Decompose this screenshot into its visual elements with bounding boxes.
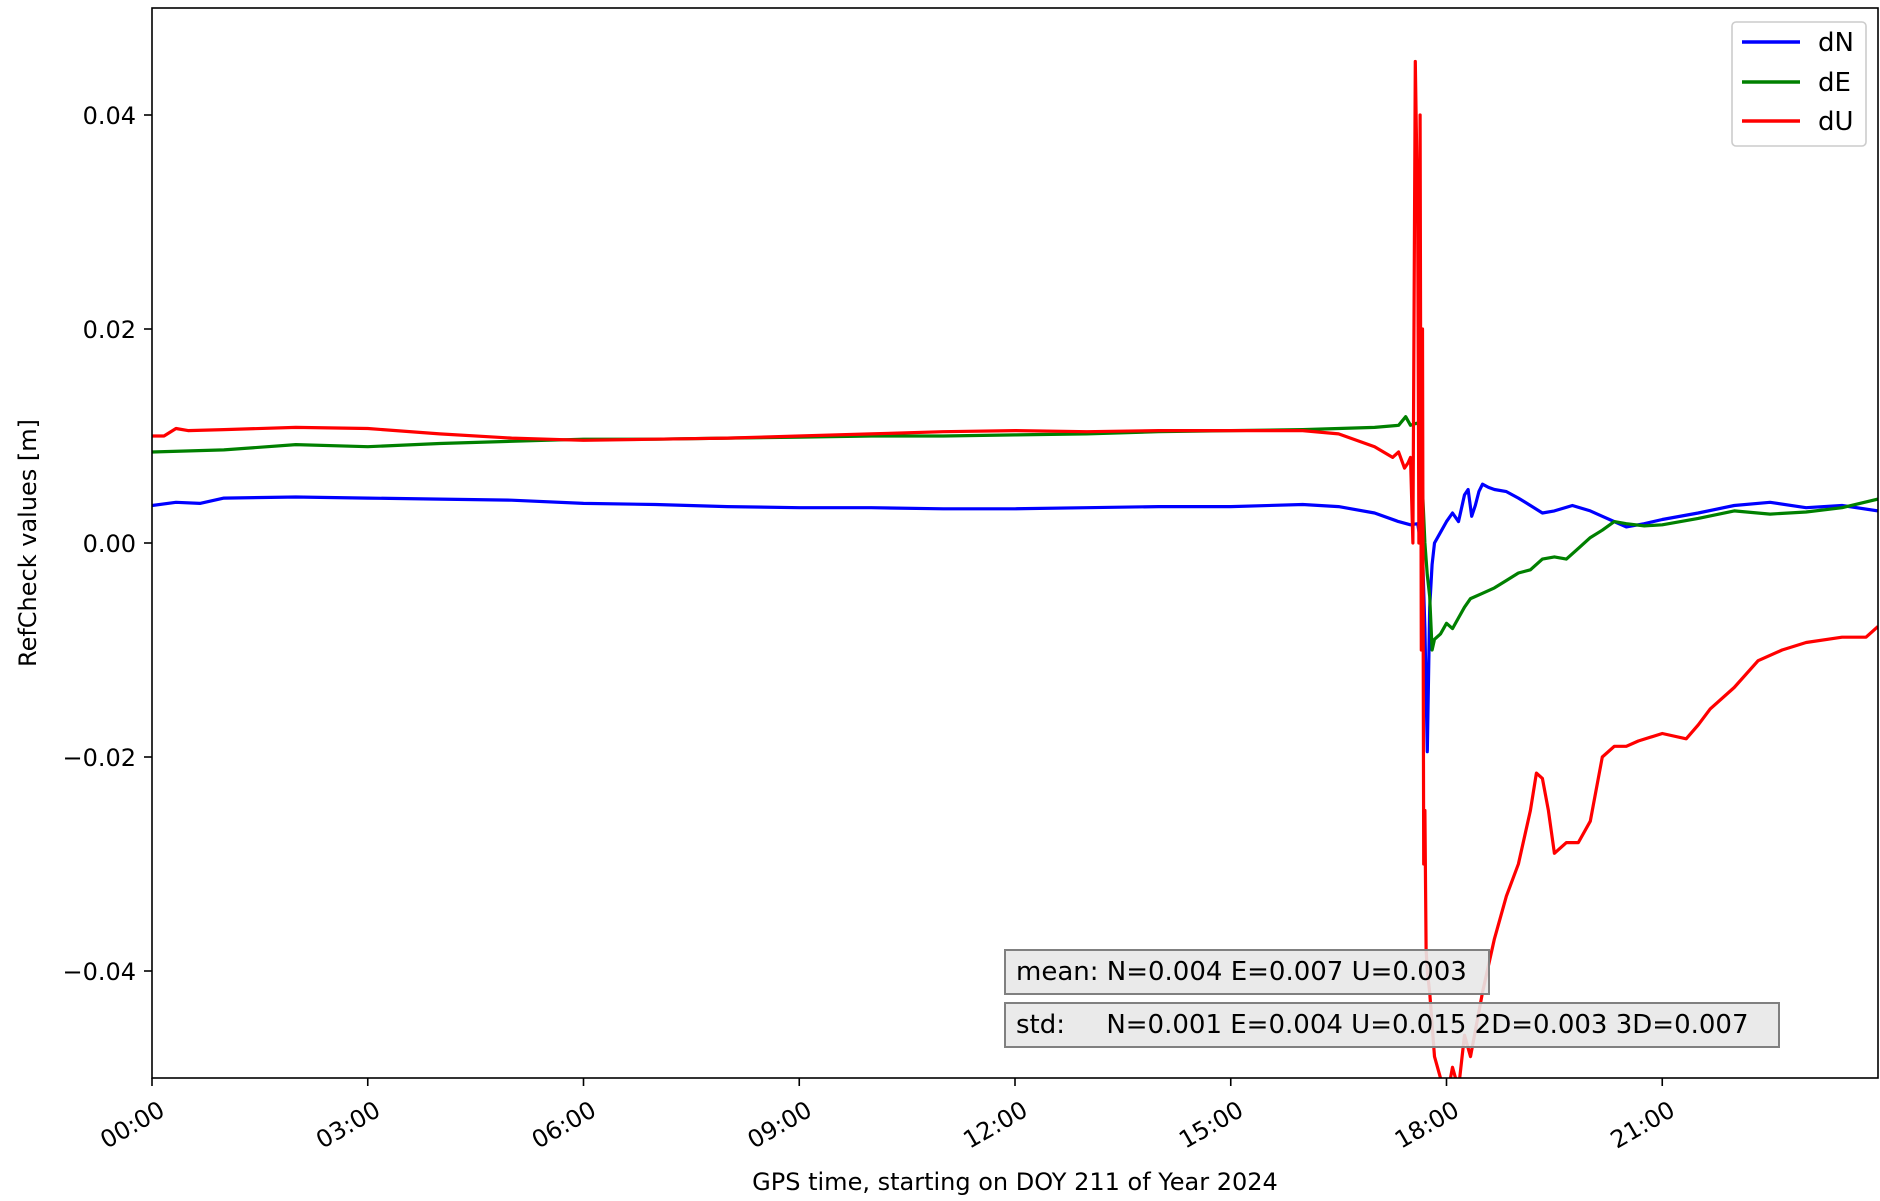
y-axis-label: RefCheck values [m] xyxy=(14,419,42,667)
y-tick-label: −0.02 xyxy=(62,744,136,772)
mean-stats-text: mean: N=0.004 E=0.007 U=0.003 xyxy=(1016,957,1467,987)
series-layer xyxy=(152,59,1878,1078)
x-tick-label: 09:00 xyxy=(743,1095,817,1154)
legend-box xyxy=(1731,21,1867,147)
legend-label-dn: dN xyxy=(1818,28,1854,58)
x-axis: 00:00 03:00 06:00 09:00 12:00 15:00 18:00 21:00 xyxy=(95,1078,1680,1154)
std-stats-box xyxy=(1004,1002,1780,1048)
plot-frame xyxy=(151,7,1879,1079)
y-axis: −0.04 −0.02 0.00 0.02 0.04 xyxy=(62,102,152,986)
series-line-dn xyxy=(152,482,1878,754)
series-line-du xyxy=(152,59,1878,1078)
std-stats-text: std: N=0.001 E=0.004 U=0.015 2D=0.003 3D… xyxy=(1016,1010,1749,1040)
x-tick-label: 12:00 xyxy=(958,1095,1032,1154)
y-tick-label: 0.00 xyxy=(83,530,136,558)
x-tick-label: 00:00 xyxy=(95,1095,169,1154)
y-tick-label: 0.04 xyxy=(83,102,136,130)
x-axis-label: GPS time, starting on DOY 211 of Year 20… xyxy=(752,1168,1278,1196)
legend-label-du: dU xyxy=(1818,107,1854,137)
series-line-de xyxy=(152,415,1878,652)
legend-label-de: dE xyxy=(1818,68,1851,98)
x-tick-label: 18:00 xyxy=(1390,1095,1464,1154)
x-tick-label: 15:00 xyxy=(1174,1095,1248,1154)
stats-annotations: mean: N=0.004 E=0.007 U=0.003 std: N=0.0… xyxy=(1004,949,1780,1048)
mean-stats-box xyxy=(1004,949,1490,995)
y-tick-label: 0.02 xyxy=(83,316,136,344)
x-tick-label: 03:00 xyxy=(311,1095,385,1154)
x-tick-label: 06:00 xyxy=(527,1095,601,1154)
x-tick-label: 21:00 xyxy=(1606,1095,1680,1154)
legend: dN dE dU xyxy=(1731,21,1867,147)
y-tick-label: −0.04 xyxy=(62,958,136,986)
